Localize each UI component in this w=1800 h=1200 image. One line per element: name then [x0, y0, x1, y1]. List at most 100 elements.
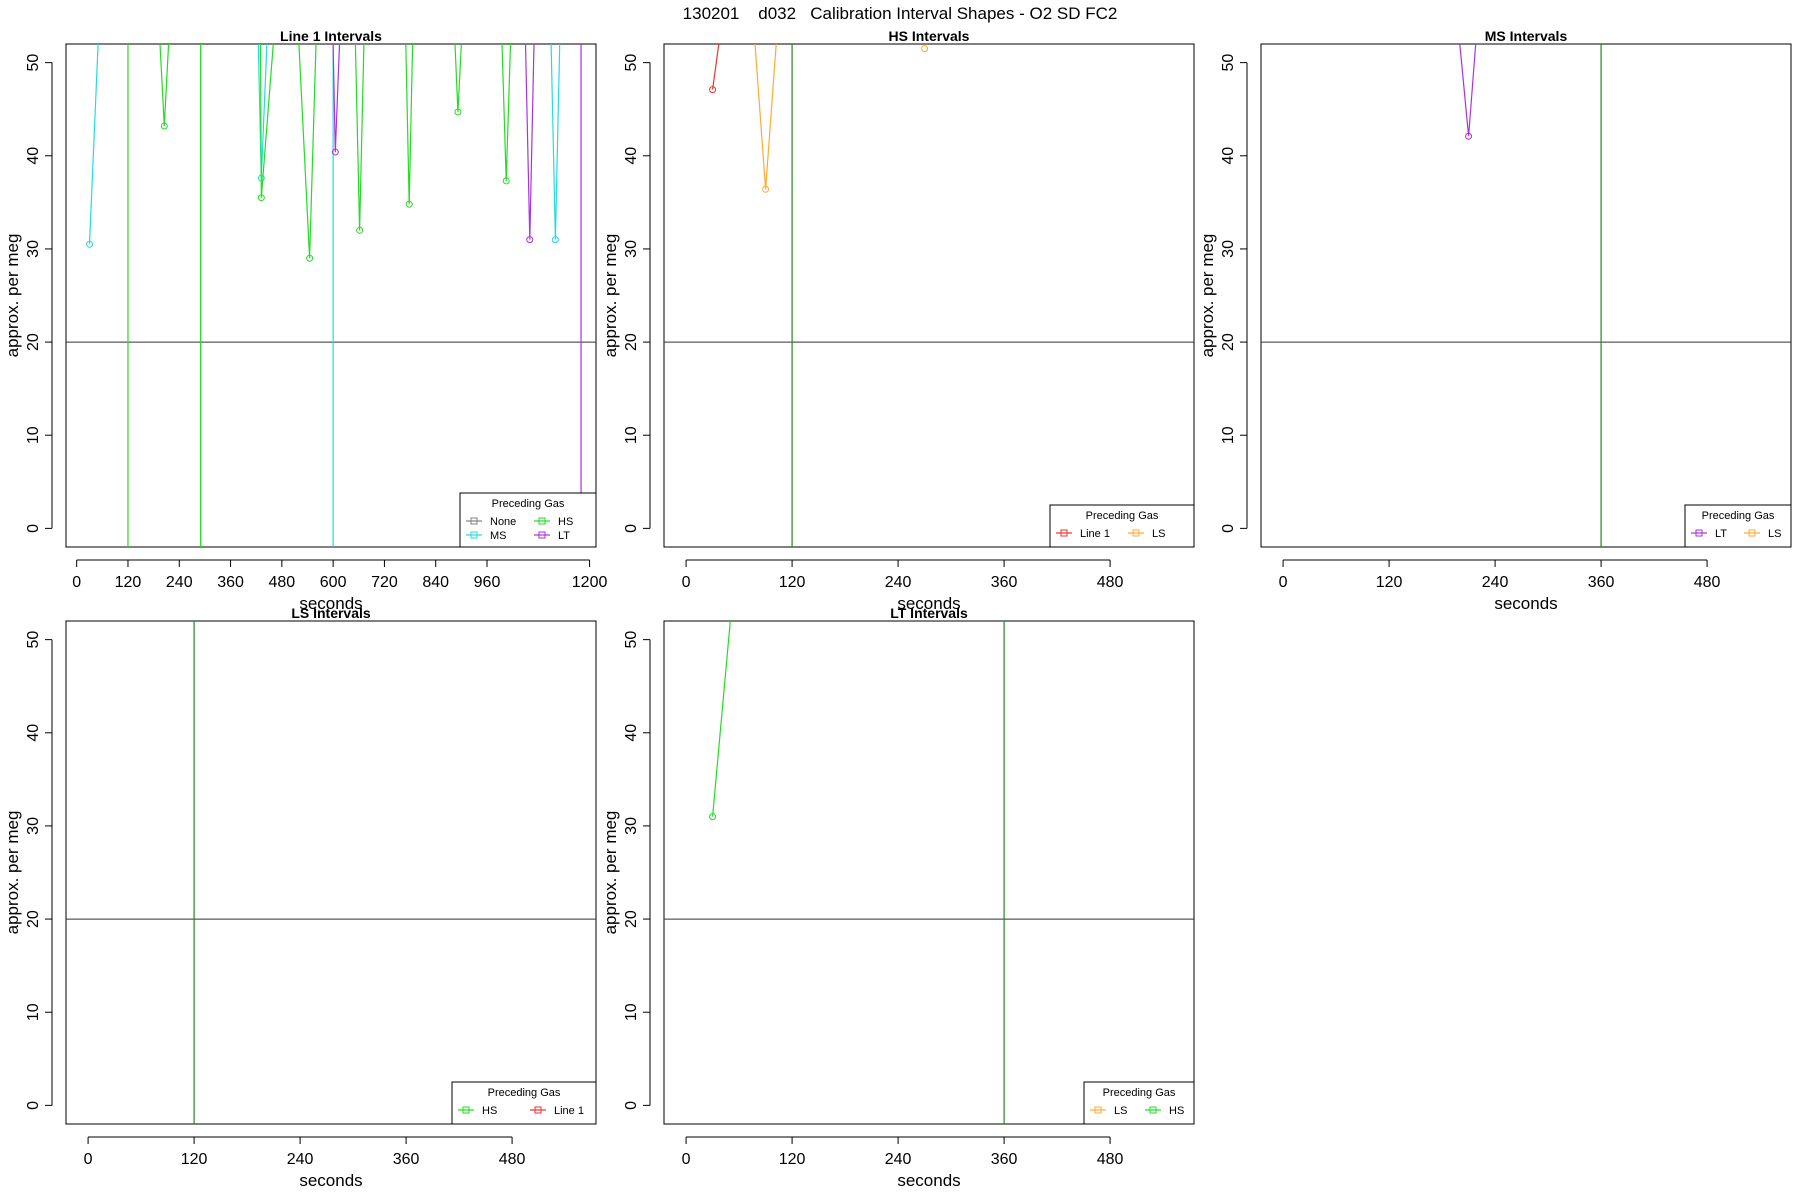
x-tick-label: 360 [217, 574, 244, 591]
series-line-lt [332, 44, 341, 153]
y-axis: 0 10 20 30 40 50 approx. per meg [3, 631, 53, 1110]
legend-item-none: None [466, 516, 516, 528]
legend-title: Preceding Gas [488, 1087, 561, 1099]
legend-item-ls: LS [1090, 1105, 1127, 1117]
y-axis-label: approx. per meg [3, 234, 22, 358]
x-tick-label: 480 [499, 1151, 526, 1168]
y-axis-label: approx. per meg [601, 234, 620, 358]
data-point [1465, 132, 1473, 140]
y-tick-label: 50 [623, 54, 640, 72]
y-tick-label: 40 [623, 724, 640, 742]
y-tick-label: 40 [623, 147, 640, 165]
x-axis-label: seconds [897, 1171, 960, 1190]
plot-frame [65, 43, 597, 548]
data-point [454, 108, 462, 116]
data-point [306, 254, 314, 262]
series-line-ms [88, 44, 99, 245]
x-axis-label: seconds [299, 594, 362, 613]
legend-item-line-1: Line 1 [530, 1105, 584, 1117]
y-tick-label: 0 [1220, 524, 1237, 533]
y-tick-label: 30 [623, 240, 640, 258]
data-point [86, 240, 94, 248]
series-line-hs [354, 44, 365, 231]
series-line-hs [259, 44, 274, 198]
plot-frame [65, 620, 597, 1125]
x-tick-label: 240 [287, 1151, 314, 1168]
data-point [709, 813, 717, 821]
y-tick-label: 30 [25, 240, 42, 258]
y-tick-label: 40 [25, 147, 42, 165]
series-line-hs [298, 44, 317, 259]
x-tick-label: 1200 [572, 574, 608, 591]
data-point [405, 200, 413, 208]
panel-title: Line 1 Intervals [280, 28, 382, 44]
legend-title: Preceding Gas [1103, 1087, 1176, 1099]
y-tick-label: 50 [25, 631, 42, 649]
data-point [257, 194, 265, 202]
y-tick-label: 20 [1220, 333, 1237, 351]
legend-title: Preceding Gas [1086, 510, 1159, 522]
chart-panel-1: Line 1 Intervals 0 120 240 360 480 600 720 840 96… [3, 28, 607, 613]
x-axis: 0 120 240 360 480 seconds [682, 1136, 1124, 1190]
x-tick-label: 240 [166, 574, 193, 591]
y-tick-label: 50 [1220, 54, 1237, 72]
x-tick-label: 360 [991, 574, 1018, 591]
y-tick-label: 50 [623, 631, 640, 649]
y-tick-label: 10 [25, 426, 42, 444]
series-line-lt [1459, 44, 1477, 137]
series-line-ms [550, 44, 561, 240]
x-tick-label: 360 [393, 1151, 420, 1168]
plot-area [1261, 44, 1791, 547]
y-tick-label: 50 [25, 54, 42, 72]
x-tick-label: 600 [320, 574, 347, 591]
panel-title: HS Intervals [889, 28, 970, 44]
series-line-hs [405, 44, 414, 205]
legend-label: HS [482, 1105, 497, 1117]
x-tick-label: 720 [371, 574, 398, 591]
legend-label: Line 1 [1080, 528, 1110, 540]
x-axis: 0 120 240 360 480 600 720 840 960 1200 seconds [72, 559, 608, 613]
legend-label: HS [1169, 1105, 1184, 1117]
legend: Preceding Gas Line 1 LS [1049, 504, 1195, 548]
x-axis: 0 120 240 360 480 seconds [682, 559, 1124, 613]
legend-label: LT [558, 530, 570, 542]
y-axis: 0 10 20 30 40 50 approx. per meg [601, 631, 651, 1110]
x-axis-label: seconds [897, 594, 960, 613]
data-point [526, 236, 534, 244]
y-axis-label: approx. per meg [3, 811, 22, 935]
legend-item-ls: LS [1128, 528, 1165, 540]
x-axis: 0 120 240 360 480 seconds [1279, 559, 1721, 613]
series-line-hs [501, 44, 512, 181]
data-point [709, 86, 717, 94]
series-line-ms [257, 44, 268, 179]
x-tick-label: 360 [1588, 574, 1615, 591]
y-tick-label: 10 [623, 426, 640, 444]
legend-label: LS [1152, 528, 1165, 540]
legend-item-hs: HS [1145, 1105, 1184, 1117]
x-tick-label: 0 [72, 574, 81, 591]
legend-item-lt: LT [534, 530, 570, 542]
data-point [921, 45, 929, 53]
y-tick-label: 30 [623, 817, 640, 835]
y-tick-label: 20 [623, 910, 640, 928]
y-tick-label: 30 [25, 817, 42, 835]
chart-panel-2: HS Intervals 0 120 240 360 480 seconds 0 10 20 30 4… [601, 28, 1195, 613]
legend-label: HS [558, 516, 573, 528]
legend: Preceding Gas None HS MS LT [459, 492, 597, 548]
plot-frame [1260, 43, 1792, 548]
y-tick-label: 40 [25, 724, 42, 742]
x-tick-label: 960 [474, 574, 501, 591]
data-point [160, 122, 168, 130]
series-line-line-1 [712, 44, 720, 90]
plot-area [664, 621, 1194, 1124]
series-line-lt [524, 44, 535, 240]
legend-label: LS [1114, 1105, 1127, 1117]
legend: Preceding Gas LT LS [1684, 504, 1792, 548]
panel-title: LT Intervals [890, 605, 968, 621]
series-line-hs [712, 621, 731, 817]
legend-item-lt: LT [1691, 528, 1727, 540]
data-point [762, 185, 770, 193]
plot-frame [663, 43, 1195, 548]
legend-label: LT [1715, 528, 1727, 540]
